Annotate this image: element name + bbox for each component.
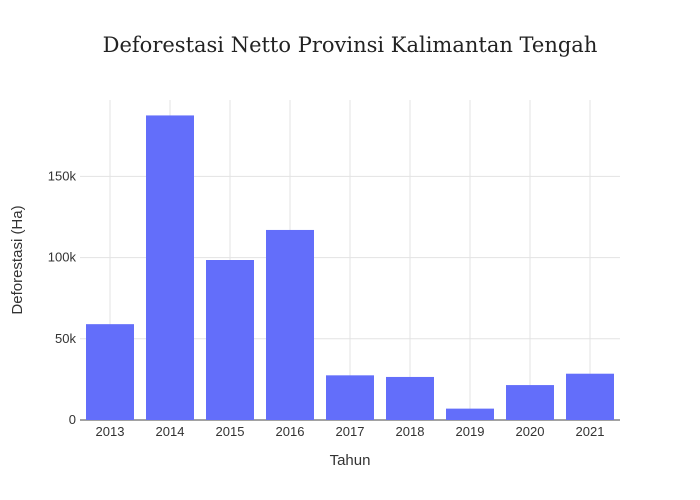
y-tick-label: 150k <box>48 168 77 183</box>
x-tick-label: 2019 <box>456 424 485 439</box>
bar-2016[interactable] <box>266 229 314 420</box>
x-tick-label: 2021 <box>576 424 605 439</box>
bar-2015[interactable] <box>206 260 254 420</box>
y-axis-title: Deforestasi (Ha) <box>9 205 26 314</box>
y-tick-label: 100k <box>48 250 77 265</box>
bar-2013[interactable] <box>86 324 134 420</box>
x-tick-label: 2014 <box>156 424 185 439</box>
bar-layer <box>86 115 614 421</box>
x-axis-ticks: 2013 2014 2015 2016 2017 2018 2019 2020 2021 <box>96 424 605 439</box>
bar-2017[interactable] <box>326 375 374 420</box>
y-tick-label: 50k <box>55 331 76 346</box>
bar-2020[interactable] <box>506 385 554 420</box>
x-tick-label: 2020 <box>516 424 545 439</box>
x-tick-label: 2016 <box>276 424 305 439</box>
x-tick-label: 2013 <box>96 424 125 439</box>
x-tick-label: 2018 <box>396 424 425 439</box>
x-axis-title: Tahun <box>330 452 371 469</box>
y-axis-ticks: 0 50k 100k 150k <box>48 168 77 427</box>
x-tick-label: 2017 <box>336 424 365 439</box>
bar-2018[interactable] <box>386 376 434 420</box>
chart-title: Deforestasi Netto Provinsi Kalimantan Te… <box>103 33 598 57</box>
x-tick-label: 2015 <box>216 424 245 439</box>
bar-2014[interactable] <box>146 115 194 421</box>
bar-2021[interactable] <box>566 373 614 420</box>
bar-2019[interactable] <box>446 408 494 420</box>
y-tick-label: 0 <box>69 412 76 427</box>
